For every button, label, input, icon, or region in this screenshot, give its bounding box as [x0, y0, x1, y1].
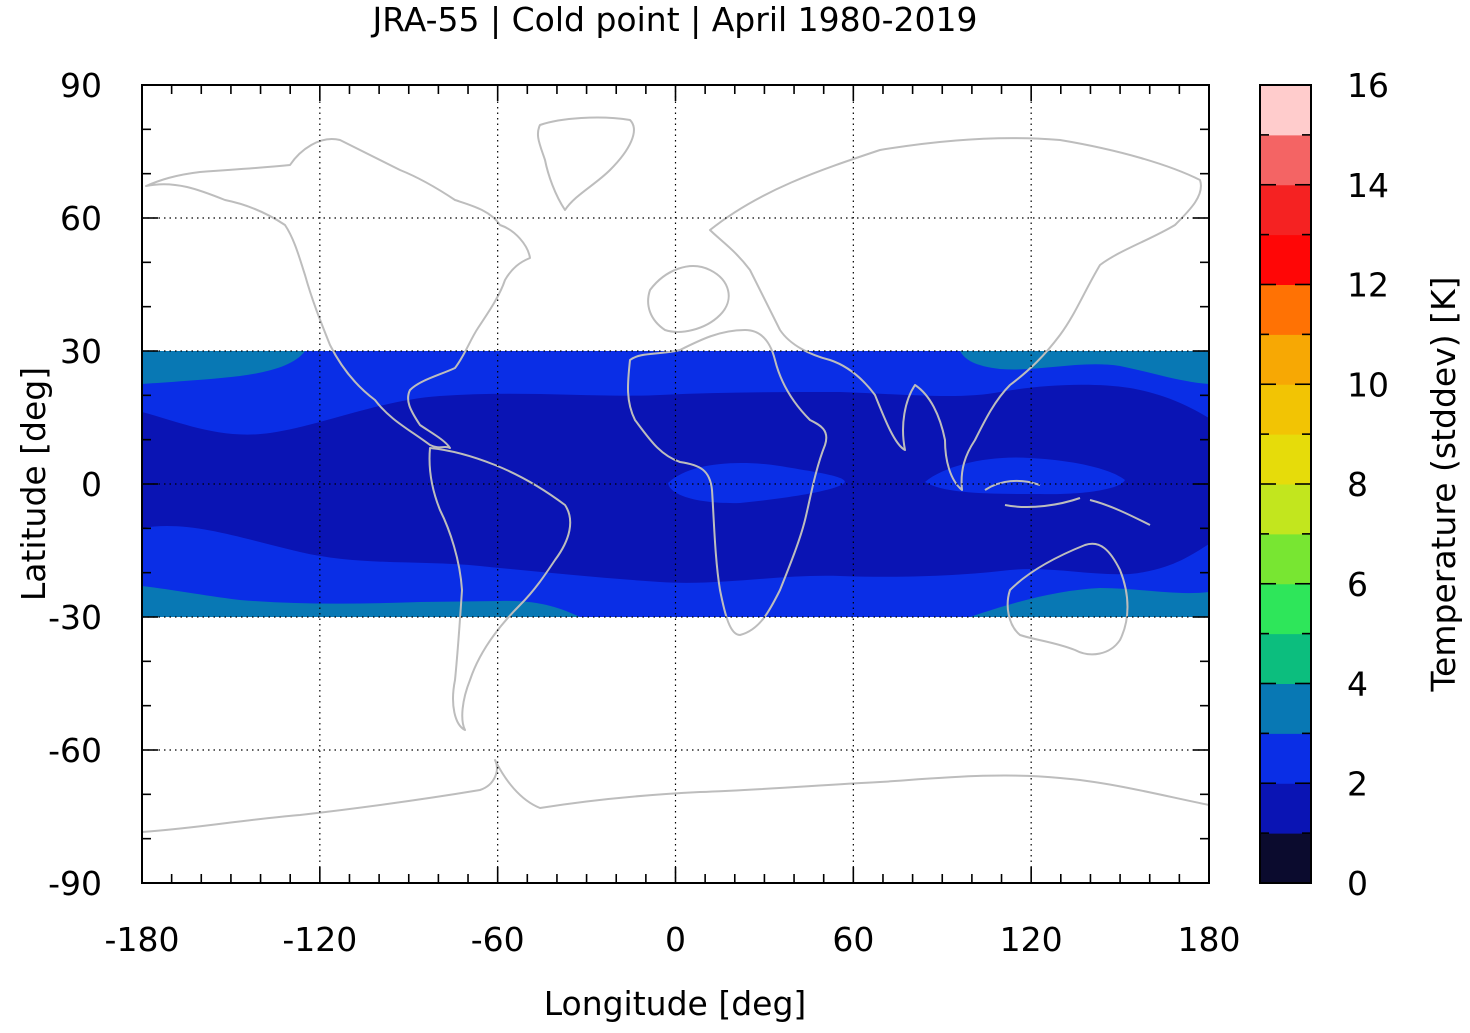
colorbar-tick-labels: 0 2 4 6 8 10 12 14 16	[1347, 66, 1389, 903]
colorbar-swatch	[1260, 833, 1311, 884]
colorbar-swatch	[1260, 284, 1311, 335]
band-level-2-3-indo	[925, 457, 1125, 495]
band-teal-south	[142, 586, 1209, 617]
colorbar-swatch	[1260, 184, 1311, 236]
coast-north-america	[145, 138, 531, 449]
x-tick-label: 180	[1178, 920, 1241, 959]
coast-maritime	[984, 479, 1151, 526]
y-tick-label: -90	[48, 864, 102, 903]
colorbar-swatch	[1260, 85, 1311, 136]
colorbar-label: Temperature (stddev) [K]	[1424, 276, 1463, 692]
colorbar-tick-label: 6	[1347, 565, 1368, 604]
x-axis-label: Longitude [deg]	[544, 984, 807, 1023]
y-tick-label: -60	[48, 731, 102, 770]
colorbar-swatch	[1260, 733, 1311, 784]
coast-greenland	[536, 116, 635, 211]
y-tick-label: 0	[81, 465, 102, 504]
coast-asia	[709, 137, 1202, 491]
colorbar-swatch	[1260, 234, 1311, 285]
x-tick-label: 0	[665, 920, 686, 959]
x-tick-label: 60	[832, 920, 874, 959]
chart-title: JRA-55 | Cold point | April 1980-2019	[370, 0, 977, 39]
y-tick-label: 90	[60, 66, 102, 105]
y-axis-label: Latitude [deg]	[14, 367, 53, 601]
colorbar-tick-label: 0	[1347, 864, 1368, 903]
colorbar-tick-label: 16	[1347, 66, 1389, 105]
colorbar-swatch	[1260, 783, 1311, 834]
colorbar-swatch	[1260, 484, 1311, 535]
colorbar-tick-label: 12	[1347, 266, 1389, 305]
colorbar-swatch	[1260, 633, 1311, 684]
colorbar-swatch	[1260, 134, 1311, 186]
y-tick-label: 30	[60, 332, 102, 371]
y-tick-label: 60	[60, 199, 102, 238]
x-tick-label: -120	[282, 920, 357, 959]
band-teal-north	[142, 351, 1209, 384]
y-tick-labels: 90 60 30 0 -30 -60 -90	[48, 66, 102, 903]
coast-europe-africa	[627, 265, 828, 636]
axis-ticks	[141, 84, 1210, 884]
grid-lines	[142, 85, 1209, 883]
colorbar-swatch	[1260, 384, 1311, 435]
x-tick-label: -60	[471, 920, 525, 959]
y-tick-label: -30	[48, 598, 102, 637]
colorbar-swatch	[1260, 583, 1311, 635]
x-tick-labels: -180 -120 -60 0 60 120 180	[105, 920, 1241, 959]
colorbar-tick-label: 14	[1347, 166, 1389, 205]
colorbar-tick-label: 4	[1347, 665, 1368, 704]
colorbar-ticks	[1260, 84, 1311, 884]
colorbar-swatch	[1260, 434, 1311, 485]
colorbar-swatch	[1260, 533, 1311, 585]
colorbar	[1260, 85, 1311, 884]
x-tick-label: 120	[1000, 920, 1063, 959]
coast-australia	[1006, 542, 1129, 656]
colorbar-swatch	[1260, 334, 1311, 385]
colorbar-tick-label: 10	[1347, 365, 1389, 404]
colorbar-tick-label: 2	[1347, 764, 1368, 803]
colorbar-swatch	[1260, 683, 1311, 734]
coast-antarctica	[141, 759, 1210, 833]
x-tick-label: -180	[105, 920, 180, 959]
colorbar-tick-label: 8	[1347, 465, 1368, 504]
coast-south-america	[428, 447, 572, 731]
coastlines	[141, 116, 1210, 833]
